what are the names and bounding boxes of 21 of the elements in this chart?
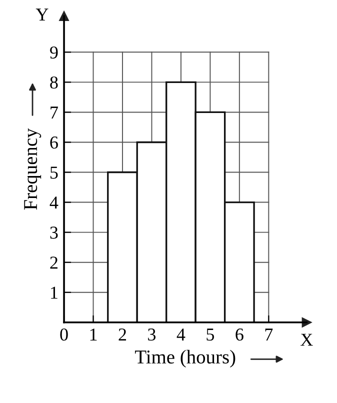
x-tick-label: 1 [90, 328, 97, 340]
y-tick-label: 5 [50, 166, 58, 179]
text: Y [36, 8, 48, 20]
x-tick-label: 0 [60, 328, 68, 341]
x-tick-label: 3 [148, 328, 156, 341]
x-tick-label: 2 [118, 328, 126, 340]
y-tick-label: 7 [50, 106, 58, 118]
y-tick-label: 6 [50, 136, 58, 149]
x-tick-label: 6 [236, 328, 244, 341]
y-axis-title: Frequency [24, 128, 42, 210]
y-tick-label: 9 [50, 46, 58, 59]
y-tick-label: 1 [51, 286, 58, 299]
text: X [300, 334, 313, 346]
y-tick-label: 4 [50, 196, 58, 209]
y-tick-label: 2 [50, 256, 58, 269]
y-tick-label: 3 [50, 226, 58, 239]
y-tick-label: 8 [50, 76, 58, 89]
x-tick-label: 7 [265, 328, 273, 340]
x-tick-label: 4 [176, 328, 186, 340]
x-tick-label: 5 [206, 328, 214, 341]
x-axis-title: Time (hours) [135, 350, 236, 368]
